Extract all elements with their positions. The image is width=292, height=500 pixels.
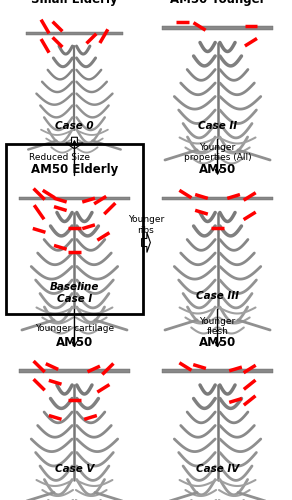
Text: Case 0: Case 0 xyxy=(55,121,94,131)
Text: Younger
ribs: Younger ribs xyxy=(128,216,164,234)
Text: Case II: Case II xyxy=(198,121,237,131)
Bar xyxy=(162,369,273,372)
Text: AM50: AM50 xyxy=(199,336,236,349)
Bar xyxy=(162,196,273,200)
Text: Younger
properties (All): Younger properties (All) xyxy=(184,143,251,162)
Polygon shape xyxy=(142,232,150,252)
Text: Younger
flesh: Younger flesh xyxy=(199,316,236,336)
Polygon shape xyxy=(66,137,83,149)
Text: AM50 Elderly: AM50 Elderly xyxy=(31,163,118,176)
Text: AM50 Younger: AM50 Younger xyxy=(170,0,265,6)
Text: AM50: AM50 xyxy=(56,336,93,349)
Bar xyxy=(162,26,273,30)
Text: AM50: AM50 xyxy=(199,163,236,176)
Text: Reduced Size: Reduced Size xyxy=(29,153,90,162)
Text: Small Elderly: Small Elderly xyxy=(31,0,118,6)
Text: Younger cartilage: Younger cartilage xyxy=(35,324,114,333)
Text: Case V: Case V xyxy=(55,464,94,474)
Bar xyxy=(6,144,143,314)
Bar xyxy=(26,32,123,35)
Bar xyxy=(19,196,130,200)
Text: Case IV: Case IV xyxy=(196,464,239,474)
Text: Baseline
Case I: Baseline Case I xyxy=(50,282,99,304)
Bar xyxy=(19,369,130,372)
Text: Case III: Case III xyxy=(196,291,239,301)
